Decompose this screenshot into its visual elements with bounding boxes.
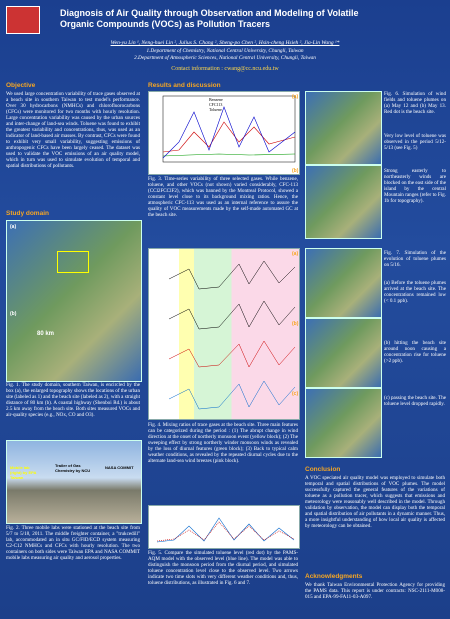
trace (162, 106, 296, 159)
trace (168, 380, 296, 410)
chart-sketch (156, 517, 295, 543)
plot-frame (162, 95, 296, 163)
note: Strong easterly to northeasterly winds a… (384, 168, 446, 204)
caption: Fig. 3. Time-series variability of three… (148, 176, 298, 218)
section-heading: Objective (6, 82, 36, 89)
chart-image: Benzene CFC113 Toluene (148, 91, 300, 175)
paragraph: We used large concentration variability … (6, 91, 140, 169)
map-figure: (b) (292, 318, 382, 388)
map-figure: (c) (292, 388, 382, 458)
legend: Benzene CFC113 Toluene (209, 97, 223, 112)
panel-label: (c) (292, 391, 299, 397)
section-heading: Results and discussion (148, 82, 221, 89)
caption: Fig. 5. Compare the simulated toluene le… (148, 550, 298, 586)
chart-image (148, 505, 300, 549)
section-heading: Study domain (6, 210, 49, 217)
trace (156, 517, 295, 543)
contact: Contact information : cwang@cc.ncu.edu.t… (171, 66, 279, 72)
caption: Fig. 7. Simulation of the evolution of t… (384, 250, 446, 268)
panel-label: (a) (292, 251, 299, 257)
section-heading: Acknowledgments (305, 573, 363, 580)
note: Very low level of toluene was observed i… (384, 133, 446, 151)
trace (168, 340, 296, 368)
affiliation: 1.Department of Chemistry, National Cent… (146, 48, 304, 54)
legend-entry: CFC113 (209, 101, 223, 107)
caption: Fig. 1. The study domain, southern Taiwa… (6, 382, 140, 418)
caption: Fig. 6. Simulation of wind fields and to… (384, 91, 446, 115)
trace (162, 121, 296, 153)
photo-label: NASA COMMIT (105, 465, 134, 470)
paragraph: We thank Taiwan Environmental Protection… (305, 582, 445, 600)
legend-entry: Benzene (209, 97, 223, 102)
photo-label: Mobile lab (right) by EPA Taiwan (10, 465, 37, 480)
logo (6, 6, 40, 34)
trace (162, 153, 296, 157)
panel-label: (a) (292, 94, 299, 100)
domain-box (57, 251, 89, 273)
photo-figure: Mobile lab (right) by EPA Taiwan Trailer… (6, 440, 142, 524)
authors: Wen-yu Lin ¹, Neng-huei Lin ², Julius S.… (110, 40, 340, 46)
panel-label: (b) (292, 168, 299, 174)
panel-label: (a) (10, 224, 17, 230)
note: (b) hitting the beach site around noon c… (384, 340, 446, 364)
distance-label: 80 km (37, 331, 55, 337)
title: Diagnosis of Air Quality through Observa… (60, 8, 359, 29)
note: (c) passing the beach site. The toluene … (384, 395, 446, 407)
map-figure: (a) (292, 91, 382, 165)
paragraph: A VOC speciated air quality model was em… (305, 475, 445, 529)
map-figure: (b) (292, 165, 382, 239)
legend-entry: Toluene (209, 106, 222, 112)
caption: Fig. 4. Mixing ratios of trace gases at … (148, 422, 298, 464)
chart-sketch (168, 260, 296, 410)
chart-image (148, 248, 300, 420)
panel-label: (b) (292, 321, 299, 327)
trace (168, 300, 296, 330)
panel-label: (b) (10, 311, 17, 317)
trace (168, 260, 296, 290)
photo-label: Trailer of Gas Chemistry by NCU (55, 463, 91, 473)
caption: Fig. 2. Three mobile labs were stationed… (6, 525, 140, 561)
section-heading: Conclusion (305, 466, 341, 473)
note: (a) Before the toluene plumes arrived at… (384, 280, 446, 304)
map-figure: (a) (b) 80 km (6, 220, 142, 382)
chart-sketch (162, 95, 296, 163)
map-figure: (a) (292, 248, 382, 318)
affiliation: 2.Department of Atmospheric Sciences, Na… (134, 55, 316, 61)
trace (156, 521, 295, 542)
